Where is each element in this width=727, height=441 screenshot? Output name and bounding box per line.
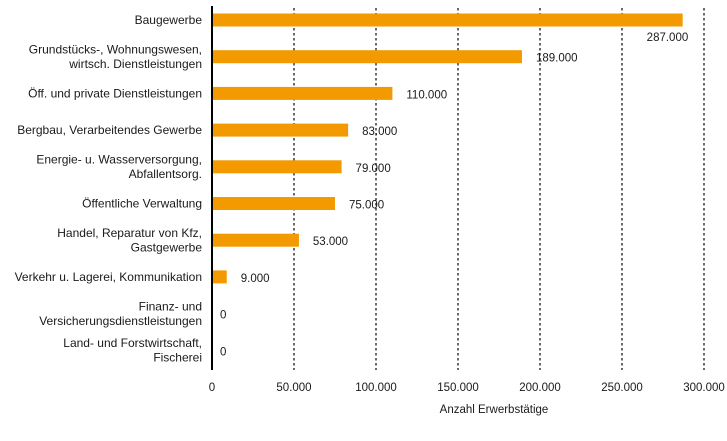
category-label: Finanz- und Versicherungsdienstleistungen	[39, 299, 202, 328]
category-label-line: Versicherungsdienstleistungen	[39, 314, 202, 328]
x-tick-label: 0	[209, 382, 215, 394]
x-tick-label: 200.000	[519, 382, 561, 394]
data-label: 0	[220, 346, 226, 358]
category-label-line: Bergbau, Verarbeitendes Gewerbe	[17, 123, 202, 137]
category-label-line: Grundstücks-, Wohnungswesen,	[29, 42, 202, 56]
data-label: 287.000	[647, 32, 689, 44]
bar	[212, 50, 522, 64]
bar	[212, 123, 349, 137]
x-tick-label: 100.000	[355, 382, 397, 394]
category-label: Öffentliche Verwaltung	[82, 197, 202, 211]
category-label: Bergbau, Verarbeitendes Gewerbe	[17, 123, 202, 137]
bar	[212, 13, 683, 27]
data-label: 189.000	[536, 53, 578, 65]
x-tick-label: 250.000	[601, 382, 643, 394]
x-tick-label: 300.000	[683, 382, 725, 394]
category-label-line: Gastgewerbe	[131, 240, 203, 254]
data-label: 79.000	[356, 163, 391, 175]
category-label-line: Abfallentsorg.	[129, 167, 202, 181]
bar	[212, 233, 299, 247]
data-label: 75.000	[349, 200, 384, 212]
data-label: 9.000	[241, 273, 270, 285]
category-label-line: Fischerei	[153, 351, 202, 365]
category-label-line: Energie- u. Wasserversorgung,	[36, 153, 202, 167]
data-label: 0	[220, 310, 226, 322]
category-label: Baugewerbe	[135, 13, 203, 27]
category-labels: Baugewerbe Grundstücks-, Wohnungswesen, wi…	[15, 13, 203, 365]
category-label-line: Öffentliche Verwaltung	[82, 197, 202, 211]
x-tick-label: 50.000	[276, 382, 311, 394]
category-label-line: Verkehr u. Lagerei, Kommunikation	[15, 270, 202, 284]
category-label-line: Baugewerbe	[135, 13, 203, 27]
bar	[212, 270, 227, 284]
category-label: Grundstücks-, Wohnungswesen, wirtsch. Die…	[29, 42, 202, 70]
category-label: Verkehr u. Lagerei, Kommunikation	[15, 270, 202, 284]
bar	[212, 86, 393, 100]
category-label-line: Öff. und private Dienstleistungen	[28, 86, 202, 100]
bar	[212, 160, 342, 174]
value-labels: 287.000 189.000 110.000 83.000 79.000 75.000 5…	[220, 32, 688, 358]
bars	[212, 13, 683, 284]
category-label: Öff. und private Dienstleistungen	[28, 86, 202, 100]
bar	[212, 197, 335, 210]
category-label-line: Land- und Forstwirtschaft,	[63, 336, 202, 350]
x-tick-label: 150.000	[437, 382, 479, 394]
x-axis-tick-labels: 0 50.000 100.000 150.000 200.000 250.000 300.0…	[209, 382, 725, 394]
category-label: Energie- u. Wasserversorgung, Abfallentso…	[36, 153, 202, 182]
category-label-line: Finanz- und	[139, 299, 202, 313]
category-label-line: Handel, Reparatur von Kfz,	[57, 226, 202, 240]
gridlines	[293, 8, 705, 370]
category-label: Handel, Reparatur von Kfz, Gastgewerbe	[57, 226, 202, 255]
x-axis-title: Anzahl Erwerbstätige	[440, 404, 549, 416]
data-label: 53.000	[313, 236, 348, 248]
data-label: 110.000	[406, 89, 447, 101]
data-label: 83.000	[362, 126, 397, 138]
category-label: Land- und Forstwirtschaft, Fischerei	[63, 336, 202, 365]
category-label-line: wirtsch. Dienstleistungen	[68, 57, 202, 71]
